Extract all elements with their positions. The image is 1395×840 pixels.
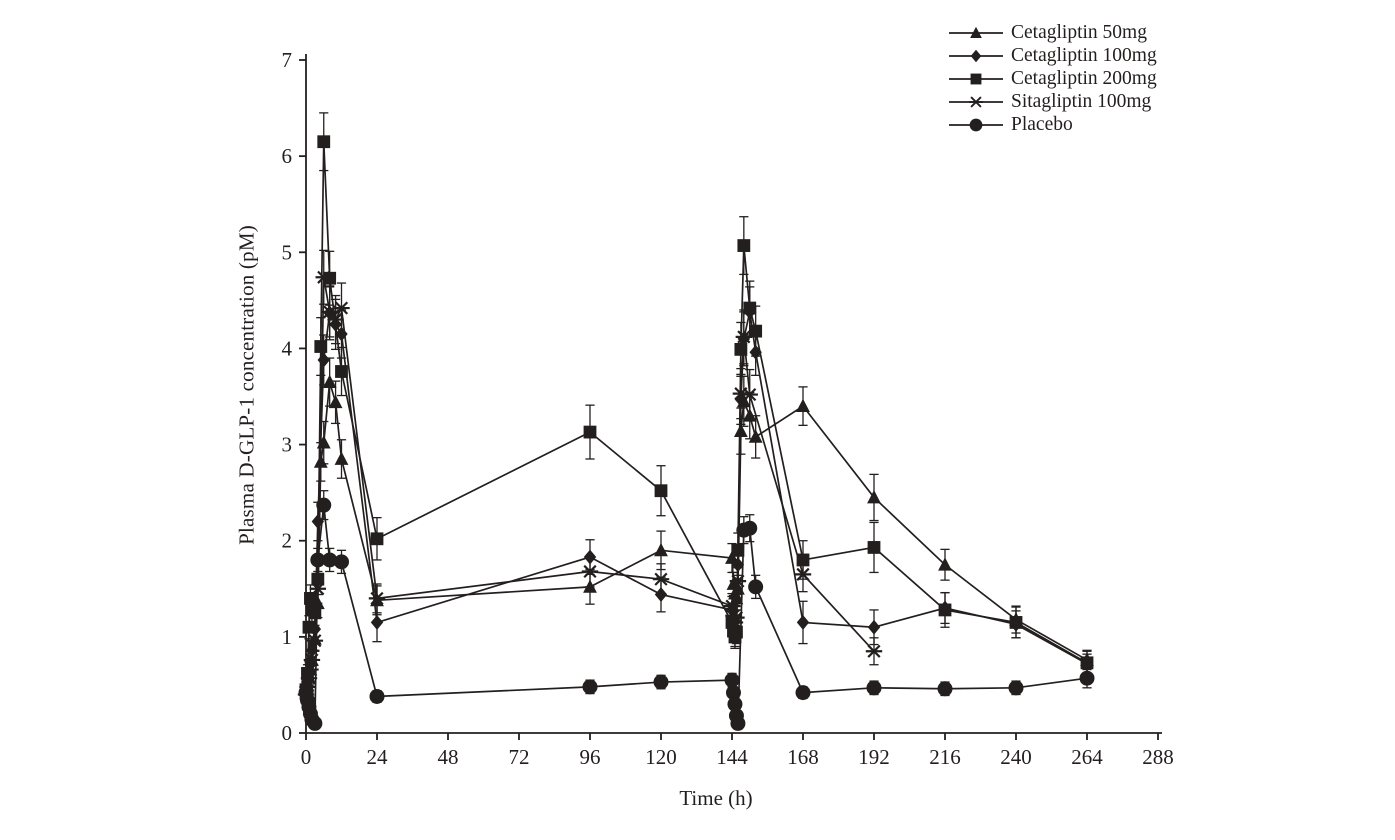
y-tick-label: 6	[282, 144, 293, 168]
y-tick-label: 0	[282, 721, 293, 745]
y-tick-label: 5	[282, 240, 293, 264]
star-marker	[581, 564, 599, 579]
x-tick-label: 72	[509, 745, 530, 769]
star-marker	[969, 96, 983, 108]
x-tick-label: 48	[438, 745, 459, 769]
star-marker	[315, 270, 332, 284]
star-marker	[741, 387, 758, 402]
y-tick-label: 1	[282, 625, 293, 649]
y-tick-label: 2	[282, 529, 293, 553]
x-tick-label: 24	[367, 745, 389, 769]
x-tick-label: 288	[1142, 745, 1174, 769]
legend-item-placebo: Placebo	[948, 114, 1157, 136]
circle-legend-marker-icon	[949, 118, 1003, 132]
x-tick-label: 192	[858, 745, 890, 769]
x-axis-title: Time (h)	[679, 786, 753, 810]
x-tick-label: 264	[1071, 745, 1103, 769]
series-sitagliptin-100mg	[297, 249, 883, 702]
x-tick-label: 240	[1000, 745, 1032, 769]
star-marker	[735, 330, 753, 344]
star-marker	[306, 634, 324, 648]
legend-label: Cetagliptin 100mg	[1011, 45, 1157, 66]
triangle-legend-marker-icon	[949, 26, 1003, 39]
star-legend-marker-icon	[949, 96, 1003, 108]
x-tick-label: 0	[301, 745, 312, 769]
legend-label: Sitagliptin 100mg	[1011, 91, 1152, 112]
square-legend-marker-icon	[949, 73, 1003, 85]
axes: 0 24 48 72 96 120 144 168 192 216 240 264 288 0 1 2 3 4 5 6…	[282, 48, 1174, 769]
x-tick-label: 144	[716, 745, 748, 769]
legend-item-cetagliptin-200mg: Cetagliptin 200mg	[948, 68, 1157, 90]
star-marker	[794, 567, 812, 581]
legend-item-sitagliptin-100mg: Sitagliptin 100mg	[948, 91, 1157, 113]
series-cetagliptin-50mg	[299, 357, 1094, 700]
x-tick-label: 96	[580, 745, 601, 769]
star-marker	[865, 644, 883, 658]
series-cetagliptin-100mg	[299, 285, 1094, 695]
legend-item-cetagliptin-100mg: Cetagliptin 100mg	[948, 45, 1157, 67]
star-marker	[327, 313, 344, 327]
y-tick-label: 3	[282, 433, 293, 457]
x-tick-label: 120	[645, 745, 677, 769]
star-marker	[333, 301, 350, 315]
star-marker	[652, 572, 670, 586]
diamond-legend-marker-icon	[949, 49, 1003, 63]
star-marker	[368, 591, 386, 605]
x-tick-label: 216	[929, 745, 961, 769]
y-tick-label: 4	[282, 336, 293, 360]
legend-label: Placebo	[1011, 114, 1073, 135]
legend-item-cetagliptin-50mg: Cetagliptin 50mg	[948, 22, 1157, 44]
series-placebo	[298, 490, 1095, 731]
y-axis-title: Plasma D-GLP-1 concentration (pM)	[234, 225, 259, 545]
legend: Cetagliptin 50mg Cetagliptin 100mg Cetagli…	[948, 22, 1157, 136]
legend-label: Cetagliptin 200mg	[1011, 68, 1157, 89]
x-tick-label: 168	[787, 745, 819, 769]
legend-label: Cetagliptin 50mg	[1011, 22, 1147, 43]
y-tick-label: 7	[282, 48, 293, 72]
